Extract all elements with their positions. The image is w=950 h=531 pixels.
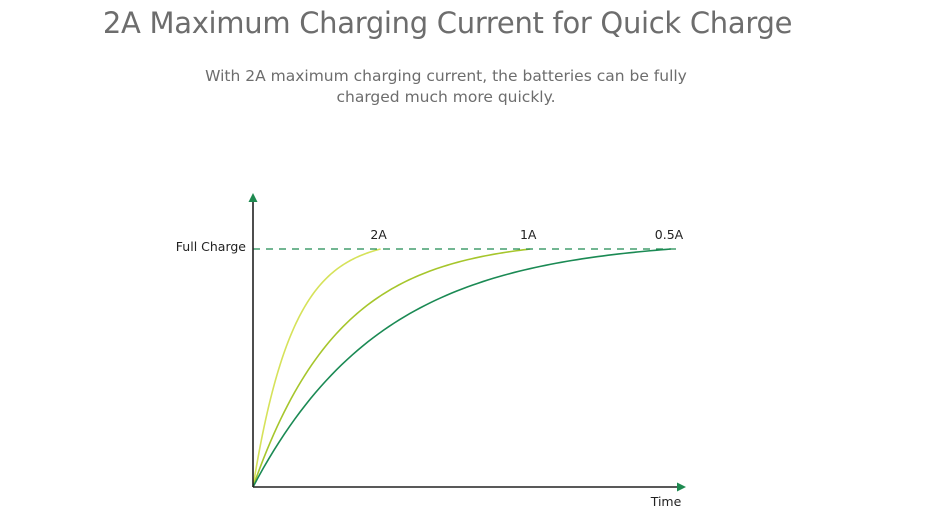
- series-line-1a: [252, 248, 531, 488]
- page-title: 2A Maximum Charging Current for Quick Ch…: [102, 6, 793, 40]
- series-layer: [252, 248, 672, 488]
- x-axis-label: Time: [650, 494, 682, 509]
- series-label-1a: 1A: [520, 227, 537, 242]
- series-label-0-5a: 0.5A: [655, 227, 684, 242]
- x-axis-arrow: [677, 482, 686, 492]
- page-subtitle: With 2A maximum charging current, the ba…: [205, 67, 687, 106]
- series-labels: 2A 1A 0.5A: [370, 227, 683, 242]
- series-line-2a: [252, 248, 381, 488]
- y-axis-arrow: [248, 193, 258, 202]
- full-charge-label: Full Charge: [176, 239, 247, 254]
- series-label-2a: 2A: [370, 227, 387, 242]
- series-line-0-5a: [252, 248, 672, 488]
